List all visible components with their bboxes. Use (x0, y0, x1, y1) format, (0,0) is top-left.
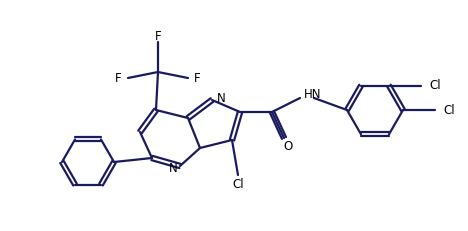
Text: N: N (217, 91, 226, 104)
Text: F: F (155, 30, 161, 43)
Text: Cl: Cl (232, 179, 244, 191)
Text: Cl: Cl (443, 103, 454, 116)
Text: N: N (169, 161, 178, 174)
Text: F: F (116, 73, 122, 85)
Text: F: F (194, 73, 201, 85)
Text: HN: HN (304, 88, 322, 100)
Text: O: O (284, 140, 292, 152)
Text: Cl: Cl (429, 79, 441, 92)
